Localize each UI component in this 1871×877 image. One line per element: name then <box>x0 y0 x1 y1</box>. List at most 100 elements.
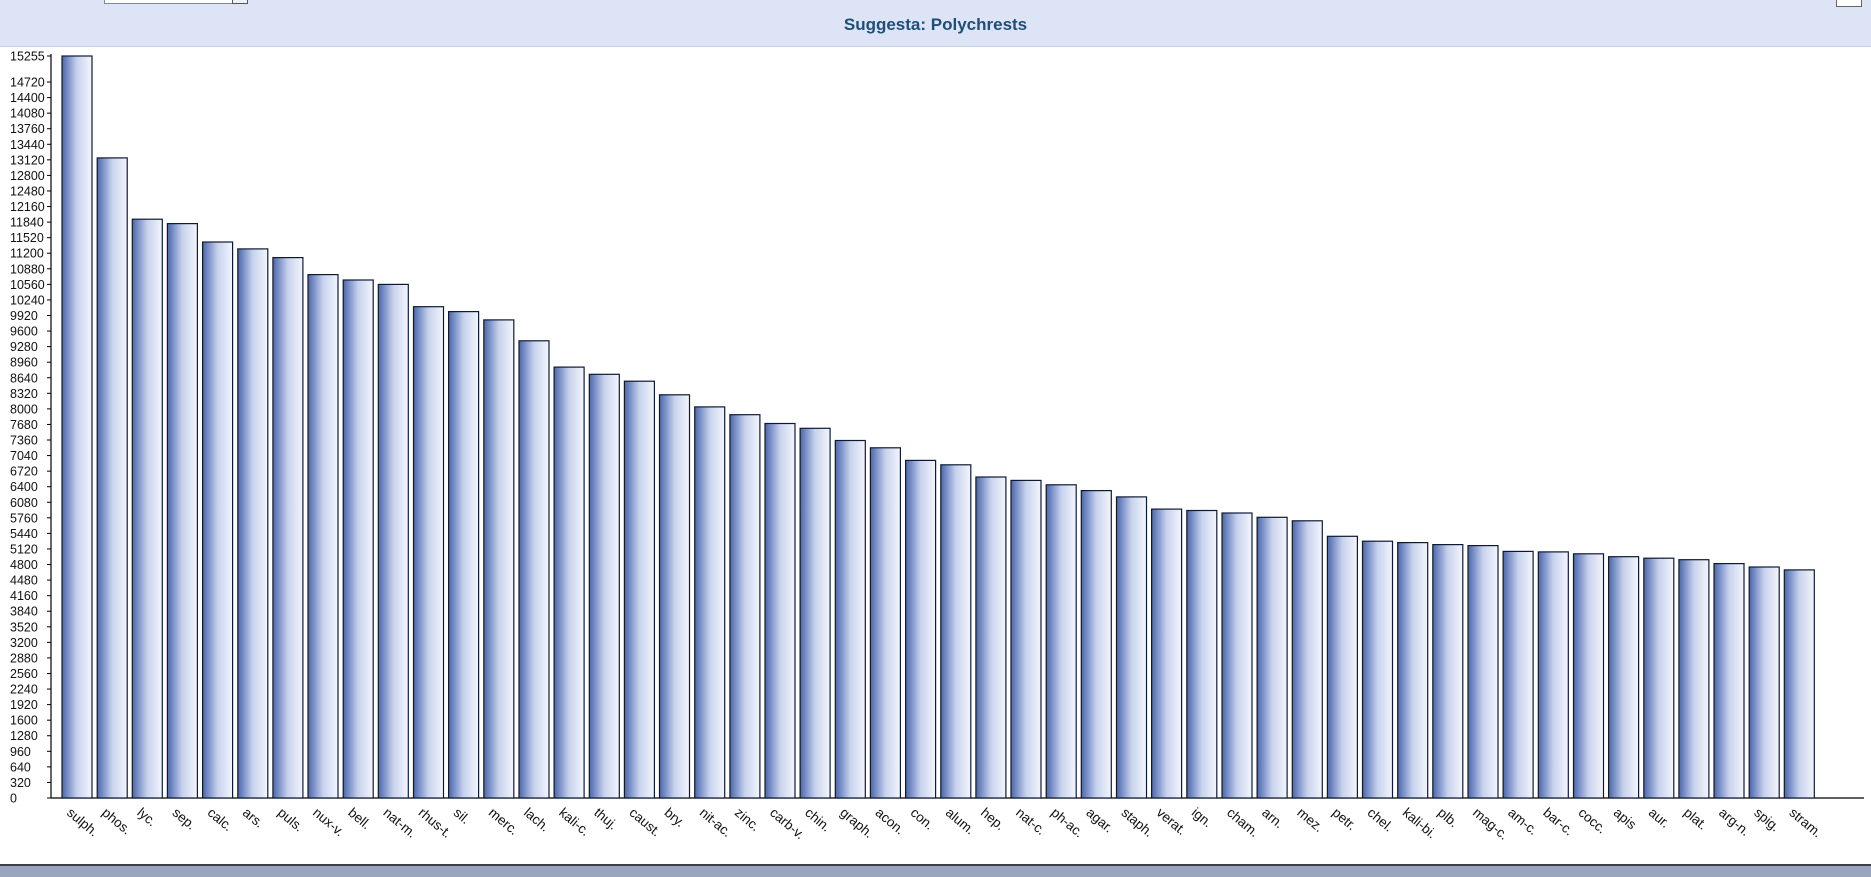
x-category-label: ign. <box>1189 805 1215 830</box>
bar-sil[interactable] <box>448 311 480 799</box>
bar-nit-ac[interactable] <box>694 406 726 799</box>
bar-ign[interactable] <box>1186 509 1218 799</box>
y-tick-label: 13440 <box>10 138 45 152</box>
x-category-label: rhus-t. <box>416 805 455 841</box>
bar-sep[interactable] <box>166 223 198 799</box>
toolbar-input[interactable] <box>104 0 234 4</box>
bar-alum[interactable] <box>940 464 972 799</box>
x-category-label: cham. <box>1224 805 1262 840</box>
bar-merc[interactable] <box>483 319 515 799</box>
x-category-label: cocc. <box>1576 805 1610 837</box>
window-bottom-edge <box>0 864 1871 877</box>
bar-arg-n[interactable] <box>1713 562 1745 799</box>
bar-rhus-t[interactable] <box>412 306 445 799</box>
y-tick-label: 8640 <box>10 371 38 385</box>
bar-petr[interactable] <box>1326 535 1359 799</box>
y-tick-label: 3200 <box>10 636 38 650</box>
window-corner-button[interactable] <box>1836 0 1862 7</box>
bar-hep[interactable] <box>975 476 1007 799</box>
bar-mag-c[interactable] <box>1467 545 1499 799</box>
y-tick-label: 2240 <box>10 683 38 697</box>
bar-arn[interactable] <box>1256 516 1288 799</box>
x-category-label: ars. <box>240 805 267 831</box>
x-category-label: plat. <box>1681 805 1710 833</box>
y-tick-label: 3840 <box>10 605 38 619</box>
bar-sulph[interactable] <box>61 55 93 799</box>
x-category-label: arg-n. <box>1716 805 1753 839</box>
x-category-label: phos. <box>99 805 134 838</box>
bars <box>61 55 1815 799</box>
x-category-label: nux-v. <box>310 805 347 839</box>
bar-cham[interactable] <box>1221 512 1253 799</box>
bar-chel[interactable] <box>1361 540 1394 799</box>
bar-zinc[interactable] <box>729 414 761 799</box>
y-tick-label: 960 <box>10 745 31 759</box>
y-tick-label: 5440 <box>10 527 38 541</box>
bar-bar-c[interactable] <box>1537 551 1569 799</box>
bar-plat[interactable] <box>1678 559 1710 799</box>
bar-con[interactable] <box>904 459 937 799</box>
bar-spig[interactable] <box>1748 566 1780 799</box>
bar-plb[interactable] <box>1432 544 1464 799</box>
bar-am-c[interactable] <box>1502 550 1534 799</box>
y-tick-label: 10880 <box>10 262 45 276</box>
y-tick-label: 5120 <box>10 542 38 556</box>
y-tick-label: 640 <box>10 760 31 774</box>
bar-nat-c[interactable] <box>1010 479 1042 799</box>
y-tick-label: 2560 <box>10 667 38 681</box>
x-category-label: mag-c. <box>1470 805 1511 843</box>
y-tick-label: 5760 <box>10 511 38 525</box>
bar-kali-bi[interactable] <box>1397 542 1429 799</box>
y-tick-label: 7040 <box>10 449 38 463</box>
y-tick-label: 8320 <box>10 387 38 401</box>
x-category-label: stram. <box>1786 805 1824 841</box>
bar-aur[interactable] <box>1643 557 1675 799</box>
bar-chin[interactable] <box>799 427 831 799</box>
x-category-label: carb-v. <box>767 805 807 842</box>
x-category-label: alum. <box>943 805 978 838</box>
x-category-label: bry. <box>662 805 688 830</box>
bar-ars[interactable] <box>237 248 269 799</box>
bar-agar[interactable] <box>1080 490 1112 799</box>
y-tick-label: 3520 <box>10 620 38 634</box>
bar-thuj[interactable] <box>588 373 620 799</box>
bar-graph[interactable] <box>834 439 866 799</box>
bar-nux-v[interactable] <box>307 274 339 799</box>
bar-apis[interactable] <box>1607 556 1640 799</box>
bar-bell[interactable] <box>342 279 374 799</box>
bar-lyc[interactable] <box>131 218 163 799</box>
bar-phos[interactable] <box>96 157 128 799</box>
x-category-label: verat. <box>1154 805 1190 838</box>
toolbar-dropdown-button[interactable] <box>232 0 248 4</box>
bar-stram[interactable] <box>1783 569 1815 799</box>
x-category-label: sulph. <box>64 805 101 840</box>
bar-caust[interactable] <box>623 380 656 799</box>
y-tick-label: 7360 <box>10 434 38 448</box>
bar-kali-c[interactable] <box>553 366 585 799</box>
y-tick-label: 11840 <box>10 216 44 230</box>
bar-bry[interactable] <box>658 394 691 799</box>
x-category-label: chel. <box>1365 805 1396 835</box>
x-category-label: arn. <box>1259 805 1286 831</box>
y-tick-label: 14080 <box>10 107 45 121</box>
x-category-label: staph. <box>1119 805 1157 840</box>
x-category-label: bar-c. <box>1540 805 1576 839</box>
bar-staph[interactable] <box>1115 496 1148 799</box>
bar-cocc[interactable] <box>1572 553 1605 799</box>
bar-ph-ac[interactable] <box>1045 484 1077 799</box>
x-category-label: kali-bi. <box>1400 805 1440 842</box>
bar-nat-m[interactable] <box>377 283 409 799</box>
x-category-label: sil. <box>451 805 473 827</box>
bar-verat[interactable] <box>1150 508 1183 799</box>
x-category-label: graph. <box>837 805 876 841</box>
x-category-label: aur. <box>1646 805 1673 831</box>
bar-calc[interactable] <box>202 241 234 799</box>
header-bar <box>0 0 1871 47</box>
y-tick-label: 0 <box>10 792 17 806</box>
bar-lach[interactable] <box>518 340 550 799</box>
bar-puls[interactable] <box>272 257 304 799</box>
bar-acon[interactable] <box>869 447 902 799</box>
bar-mez[interactable] <box>1291 520 1323 799</box>
bar-carb-v[interactable] <box>764 422 796 799</box>
